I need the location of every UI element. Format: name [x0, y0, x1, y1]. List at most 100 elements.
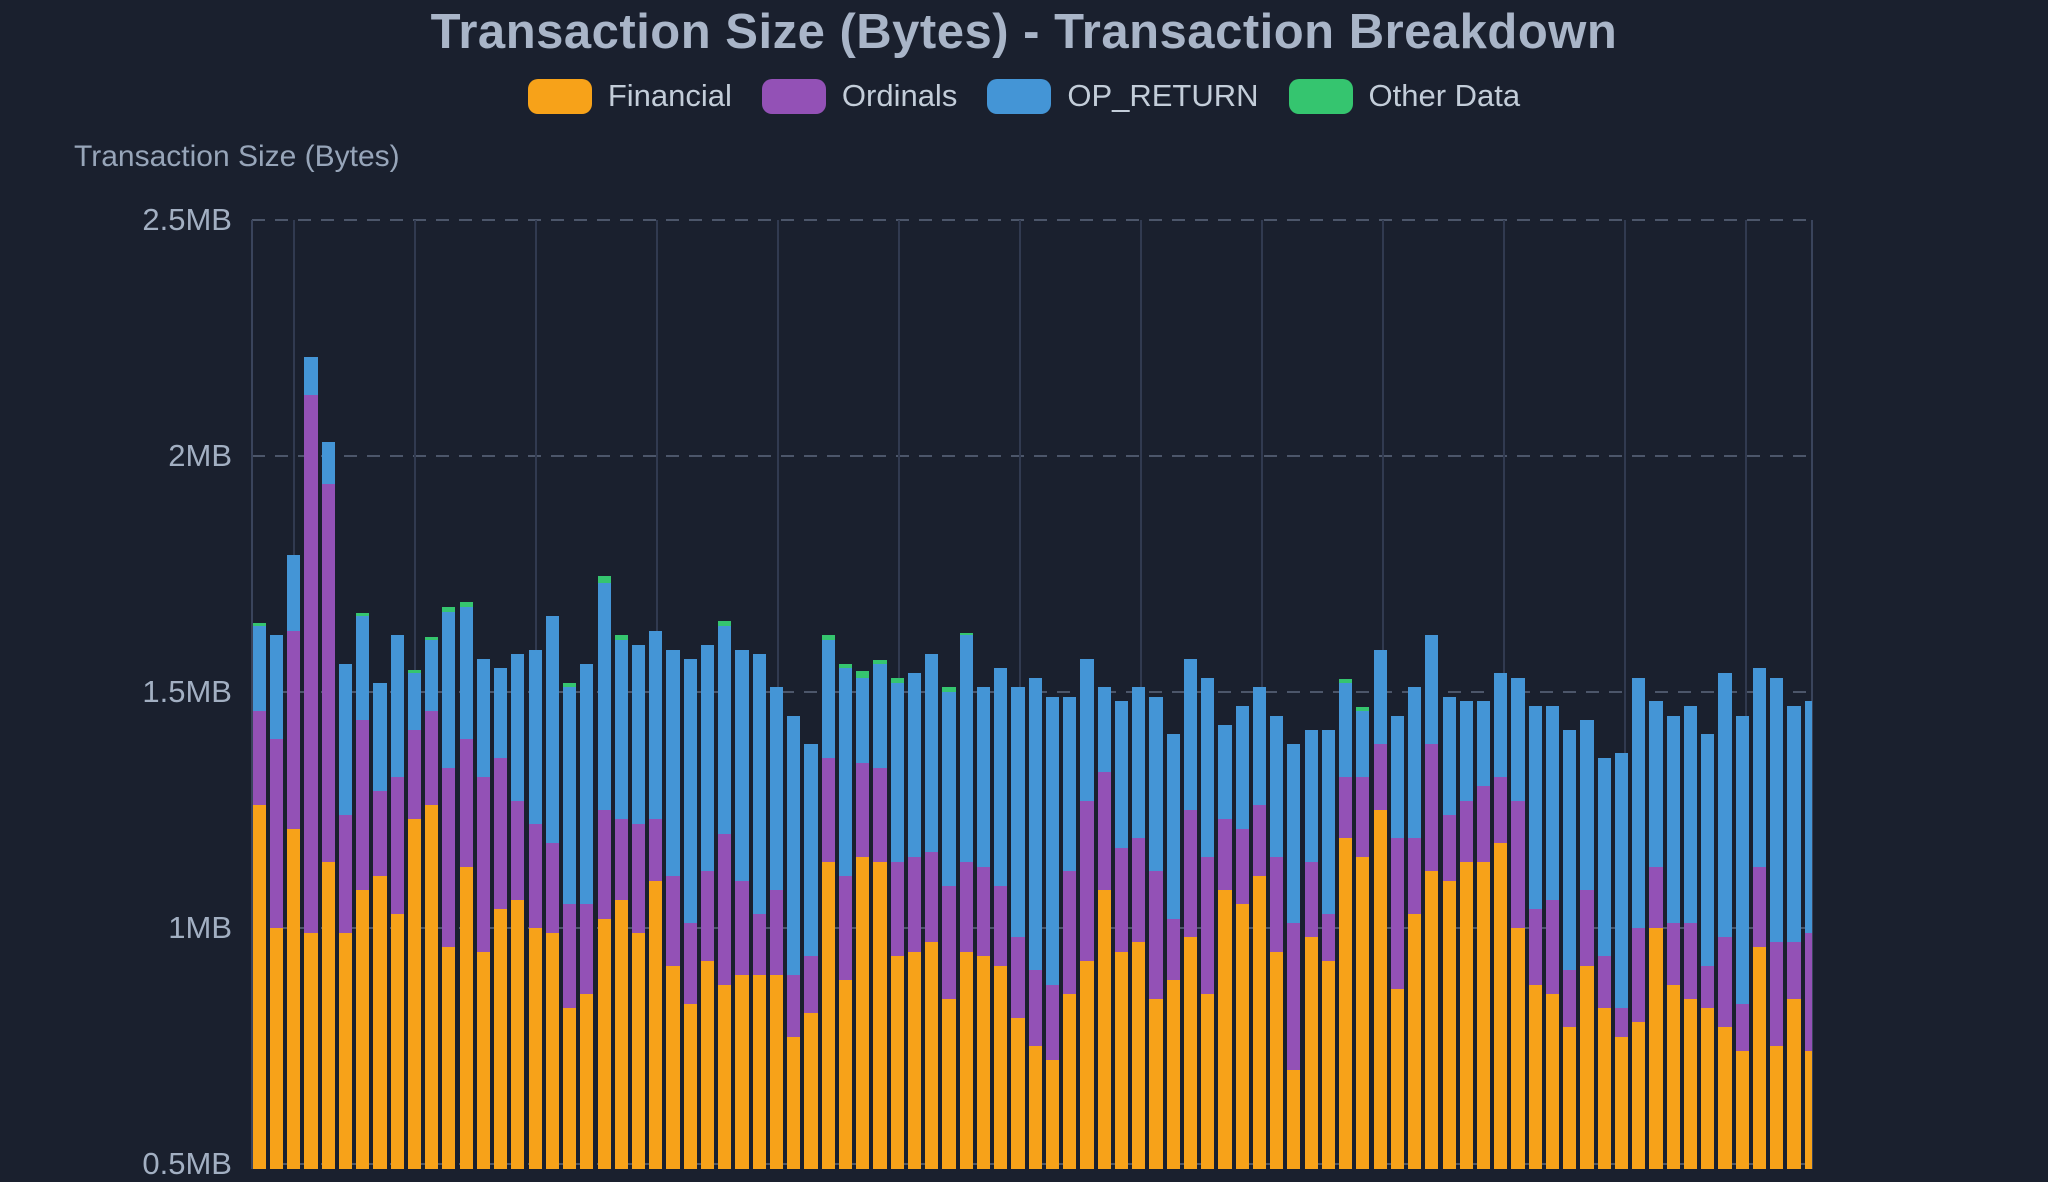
legend-item-op-return[interactable]: OP_RETURN: [987, 78, 1259, 114]
stacked-bar[interactable]: [1649, 0, 1663, 1169]
stacked-bar[interactable]: [942, 0, 956, 1169]
stacked-bar[interactable]: [1735, 0, 1749, 1169]
stacked-bar[interactable]: [1080, 0, 1094, 1169]
stacked-bar[interactable]: [1183, 0, 1198, 1169]
stacked-bar[interactable]: [1287, 0, 1301, 1169]
stacked-bar[interactable]: [1545, 0, 1560, 1169]
stacked-bar[interactable]: [1339, 0, 1353, 1169]
bar-segment-op-return: [683, 658, 697, 924]
stacked-bar[interactable]: [373, 0, 387, 1169]
stacked-bar[interactable]: [1597, 0, 1611, 1169]
stacked-bar[interactable]: [1373, 0, 1387, 1169]
stacked-bar[interactable]: [407, 0, 421, 1169]
stacked-bar[interactable]: [287, 0, 301, 1169]
stacked-bar[interactable]: [545, 0, 559, 1169]
stacked-bar[interactable]: [1114, 0, 1129, 1169]
legend-item-other-data[interactable]: Other Data: [1288, 78, 1520, 114]
stacked-bar[interactable]: [735, 0, 749, 1169]
stacked-bar[interactable]: [1718, 0, 1732, 1169]
stacked-bar[interactable]: [718, 0, 732, 1169]
stacked-bar[interactable]: [666, 0, 680, 1169]
stacked-bar[interactable]: [1511, 0, 1525, 1169]
stacked-bar[interactable]: [976, 0, 991, 1169]
stacked-bar[interactable]: [804, 0, 818, 1169]
stacked-bar[interactable]: [1252, 0, 1266, 1169]
stacked-bar[interactable]: [821, 0, 835, 1169]
stacked-bar[interactable]: [1166, 0, 1180, 1169]
stacked-bar[interactable]: [856, 0, 870, 1169]
stacked-bar[interactable]: [1045, 0, 1060, 1169]
stacked-bar[interactable]: [683, 0, 697, 1169]
stacked-bar[interactable]: [476, 0, 490, 1169]
stacked-bar[interactable]: [494, 0, 508, 1169]
bar-segment-op-return: [907, 673, 922, 858]
stacked-bar[interactable]: [1321, 0, 1335, 1169]
stacked-bar[interactable]: [1459, 0, 1473, 1169]
stacked-bar[interactable]: [1528, 0, 1542, 1169]
stacked-bar[interactable]: [597, 0, 611, 1169]
stacked-bar[interactable]: [1201, 0, 1215, 1169]
stacked-bar[interactable]: [269, 0, 284, 1169]
stacked-bar[interactable]: [1752, 0, 1767, 1169]
stacked-bar[interactable]: [1218, 0, 1232, 1169]
stacked-bar[interactable]: [390, 0, 404, 1169]
gridline-vertical: [1745, 220, 1747, 1169]
stacked-bar[interactable]: [528, 0, 542, 1169]
stacked-bar[interactable]: [304, 0, 318, 1169]
stacked-bar[interactable]: [1149, 0, 1163, 1169]
stacked-bar[interactable]: [614, 0, 628, 1169]
stacked-bar[interactable]: [1408, 0, 1422, 1169]
stacked-bar[interactable]: [1028, 0, 1042, 1169]
stacked-bar[interactable]: [252, 0, 266, 1169]
bar-segment-op-return: [1408, 687, 1422, 839]
stacked-bar[interactable]: [752, 0, 766, 1169]
stacked-bar[interactable]: [1580, 0, 1594, 1169]
stacked-bar[interactable]: [321, 0, 335, 1169]
stacked-bar[interactable]: [1614, 0, 1629, 1169]
stacked-bar[interactable]: [459, 0, 473, 1169]
legend-item-financial[interactable]: Financial: [527, 78, 732, 114]
stacked-bar[interactable]: [1235, 0, 1249, 1169]
stacked-bar[interactable]: [511, 0, 525, 1169]
stacked-bar[interactable]: [1425, 0, 1439, 1169]
stacked-bar[interactable]: [1356, 0, 1370, 1169]
legend-item-ordinals[interactable]: Ordinals: [761, 78, 957, 114]
bar-segment-financial: [1459, 861, 1473, 1169]
stacked-bar[interactable]: [1390, 0, 1404, 1169]
stacked-bar[interactable]: [1632, 0, 1646, 1169]
stacked-bar[interactable]: [1097, 0, 1111, 1169]
stacked-bar[interactable]: [787, 0, 801, 1169]
stacked-bar[interactable]: [1770, 0, 1784, 1169]
stacked-bar[interactable]: [338, 0, 352, 1169]
stacked-bar[interactable]: [1132, 0, 1146, 1169]
stacked-bar[interactable]: [1304, 0, 1318, 1169]
stacked-bar[interactable]: [838, 0, 853, 1169]
stacked-bar[interactable]: [1563, 0, 1577, 1169]
stacked-bar[interactable]: [959, 0, 973, 1169]
stacked-bar[interactable]: [1787, 0, 1801, 1169]
stacked-bar[interactable]: [580, 0, 594, 1169]
stacked-bar[interactable]: [1701, 0, 1715, 1169]
stacked-bar[interactable]: [1666, 0, 1680, 1169]
stacked-bar[interactable]: [356, 0, 370, 1169]
stacked-bar[interactable]: [1442, 0, 1456, 1169]
stacked-bar[interactable]: [1494, 0, 1508, 1169]
stacked-bar[interactable]: [994, 0, 1008, 1169]
stacked-bar[interactable]: [563, 0, 577, 1169]
stacked-bar[interactable]: [1476, 0, 1491, 1169]
stacked-bar[interactable]: [925, 0, 939, 1169]
stacked-bar[interactable]: [1063, 0, 1077, 1169]
stacked-bar[interactable]: [631, 0, 646, 1169]
stacked-bar[interactable]: [442, 0, 456, 1169]
stacked-bar[interactable]: [907, 0, 922, 1169]
stacked-bar[interactable]: [1270, 0, 1284, 1169]
stacked-bar[interactable]: [425, 0, 439, 1169]
stacked-bar[interactable]: [890, 0, 904, 1169]
stacked-bar[interactable]: [873, 0, 887, 1169]
stacked-bar[interactable]: [1804, 0, 1812, 1169]
stacked-bar[interactable]: [649, 0, 663, 1169]
stacked-bar[interactable]: [769, 0, 784, 1169]
stacked-bar[interactable]: [1683, 0, 1698, 1169]
stacked-bar[interactable]: [1011, 0, 1025, 1169]
stacked-bar[interactable]: [700, 0, 715, 1169]
